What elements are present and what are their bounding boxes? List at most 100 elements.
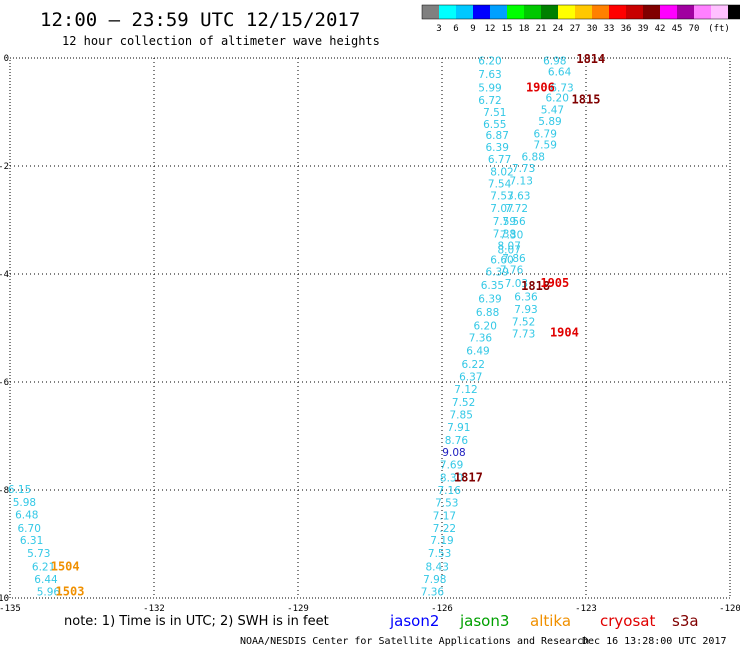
legend-swatch (592, 5, 609, 19)
wave-height-label: 7.07 (490, 203, 513, 215)
legend-label: 6 (453, 24, 458, 34)
wave-height-label: 7.22 (433, 523, 456, 535)
wave-height-label: 7.56 (502, 216, 526, 228)
legend-swatch (456, 5, 473, 19)
legend-label: 27 (570, 24, 581, 34)
satellite-legend: jason2 jason3 altika cryosat s3a (389, 612, 699, 630)
wave-height-label: 6.35 (481, 280, 504, 292)
satellite-cryosat-label: cryosat (600, 612, 655, 630)
wave-height-label: 5.89 (538, 116, 561, 128)
wave-height-label: 7.76 (500, 265, 524, 277)
satellite-s3a-label: s3a (672, 612, 699, 630)
credit-source: NOAA/NESDIS Center for Satellite Applica… (240, 636, 589, 647)
wave-height-label: 7.69 (440, 460, 463, 472)
wave-height-label: 6.22 (462, 359, 485, 371)
wave-height-label: 6.36 (514, 292, 538, 304)
wave-height-label: 7.12 (454, 384, 477, 396)
legend-swatch (541, 5, 558, 19)
legend-label: 21 (536, 24, 547, 34)
legend-label: 33 (604, 24, 615, 34)
y-tick-label: 0 (4, 54, 9, 64)
wave-height-label: 6.49 (466, 346, 489, 358)
wave-height-label: 6.79 (534, 129, 557, 141)
wave-height-label: 7.52 (512, 317, 535, 329)
pass-time-label: 1906 (526, 81, 555, 95)
pass-time-label: 1817 (454, 471, 483, 485)
wave-height-label: 7.17 (433, 510, 456, 522)
x-axis-ticks: -135 -132 -129 -126 -123 -120 (0, 604, 740, 614)
plot-frame (9, 57, 731, 599)
wave-height-label: 5.96 (37, 587, 61, 599)
wave-height-label: 7.30 (500, 230, 523, 242)
wave-height-label: 6.70 (18, 523, 41, 535)
wave-height-label: 6.20 (546, 92, 569, 104)
wave-height-label: 8.30 (440, 473, 463, 485)
legend-label: 15 (502, 24, 513, 34)
x-tick-label: -120 (719, 604, 740, 614)
wave-height-label: 7.19 (430, 535, 453, 547)
wave-height-label: 7.53 (490, 191, 513, 203)
legend-label: 12 (485, 24, 496, 34)
legend-label: 70 (689, 24, 700, 34)
pass-time-label: 1503 (56, 585, 85, 599)
satellite-altika-label: altika (530, 612, 571, 630)
wave-height-label: 6.88 (522, 151, 545, 163)
wave-height-label: 6.87 (486, 130, 509, 142)
satellite-jason2-label: jason2 (389, 612, 439, 630)
wave-height-label: 6.39 (486, 266, 509, 278)
wave-height-label: 5.99 (478, 83, 501, 95)
wave-height-label: 7.38 (493, 229, 516, 241)
wave-height-label: 6.55 (483, 119, 506, 131)
wave-height-label: 8.43 (426, 562, 449, 574)
legend-swatch (524, 5, 541, 19)
y-tick-label: -8 (0, 486, 9, 496)
wave-height-label: 7.59 (493, 216, 516, 228)
satellite-jason3-label: jason3 (459, 612, 509, 630)
wave-height-label: 5.98 (13, 497, 36, 509)
legend-label: 9 (470, 24, 475, 34)
wave-height-label: 7.54 (488, 178, 512, 190)
legend-swatch (728, 5, 740, 19)
legend-swatch (439, 5, 456, 19)
wave-height-label: 6.60 (490, 254, 513, 266)
wave-height-label: 7.86 (502, 253, 526, 265)
wave-height-label: 6.98 (543, 56, 566, 68)
wave-height-label: 7.52 (452, 397, 475, 409)
wave-height-label: 6.73 (550, 83, 573, 95)
wave-height-label: 7.85 (450, 409, 473, 421)
legend-swatch (626, 5, 643, 19)
legend-swatch (609, 5, 626, 19)
legend-label: 18 (519, 24, 530, 34)
wave-height-label: 5.47 (541, 104, 564, 116)
wave-height-label: 8.07 (498, 245, 521, 257)
map-subtitle: 12 hour collection of altimeter wave hei… (62, 34, 380, 48)
legend-swatch (558, 5, 575, 19)
wave-height-label: 6.72 (478, 95, 501, 107)
wave-height-label: 6.21 (32, 562, 55, 574)
wave-height-label: 7.73 (512, 163, 535, 175)
wave-height-label: 6.77 (488, 154, 511, 166)
wave-height-label: 7.51 (483, 107, 506, 119)
legend-unit: (ft) (708, 24, 730, 34)
legend-swatch (490, 5, 507, 19)
wave-height-label: 7.59 (534, 139, 557, 151)
x-tick-label: -132 (143, 604, 165, 614)
wave-height-label: 6.15 (8, 484, 31, 496)
legend-swatch (660, 5, 677, 19)
color-legend: 3 6 9 12 15 18 21 24 27 30 33 36 39 42 45 70 (ft) (421, 4, 740, 34)
pass-time-label: 1814 (576, 52, 605, 66)
x-tick-label: -123 (575, 604, 597, 614)
wave-height-label: 7.53 (428, 548, 451, 560)
legend-swatch (677, 5, 694, 19)
wave-height-label: 6.64 (548, 67, 572, 79)
x-tick-label: -126 (431, 604, 453, 614)
wave-height-values: 6.20 6.986.64 7.63 5.99 6.73 6.72 6.20 7.51 5.47… (8, 56, 574, 599)
grid-lines (10, 58, 730, 598)
wave-height-label: 7.98 (423, 574, 446, 586)
legend-swatch (473, 5, 490, 19)
wave-height-label: 8.76 (445, 435, 469, 447)
wave-height-label: 7.36 (421, 587, 445, 599)
wave-height-label: 5.73 (27, 548, 50, 560)
